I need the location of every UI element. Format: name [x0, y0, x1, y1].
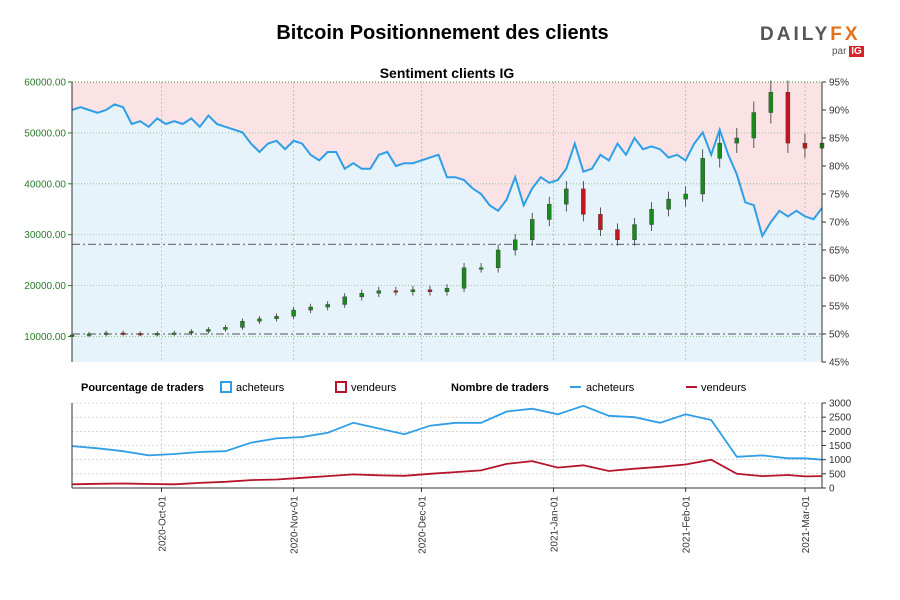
right-tick-label: 45% [829, 358, 849, 369]
candle-body [410, 289, 416, 292]
right-tick-label: 80% [829, 162, 849, 173]
date-tick-label: 2020-Nov-01 [290, 496, 301, 554]
candle-body [802, 142, 808, 149]
candle-body [683, 193, 688, 200]
candle-body [342, 296, 347, 305]
legend-sellers-box [335, 381, 347, 393]
logo-fx: FX [830, 24, 861, 45]
candle-body [172, 332, 177, 335]
right-tick-label: 85% [829, 134, 849, 145]
right-tick-label: 70% [829, 218, 849, 229]
left-tick-label: 60000.00 [24, 78, 66, 89]
candle-body [717, 142, 722, 159]
right-tick-label: 65% [829, 246, 849, 257]
count-tick-label: 500 [829, 469, 846, 480]
left-tick-label: 20000.00 [24, 281, 66, 292]
candle-body [376, 290, 382, 294]
right-tick-label: 90% [829, 106, 849, 117]
logo-daily: DAILY [760, 24, 831, 45]
candle-body [547, 203, 552, 220]
left-tick-label: 50000.00 [24, 128, 66, 139]
candle-body [189, 331, 194, 334]
legend-buyers-count: acheteurs [586, 382, 635, 394]
candle-body [257, 318, 262, 322]
candle-body [649, 209, 654, 225]
left-tick-label: 30000.00 [24, 230, 66, 241]
count-tick-label: 0 [829, 484, 835, 495]
candle-body [86, 333, 92, 336]
candle-body [308, 306, 313, 311]
date-tick-label: 2021-Feb-01 [682, 496, 693, 554]
candle-body [137, 333, 143, 336]
candle-body [240, 321, 245, 328]
right-tick-label: 55% [829, 302, 849, 313]
chart-title: Bitcoin Positionnement des clients [276, 22, 609, 44]
candle-body [768, 91, 774, 113]
candle-body [325, 304, 330, 308]
left-tick-label: 40000.00 [24, 179, 66, 190]
logo-par: par [832, 46, 847, 57]
candle-body [478, 267, 484, 270]
dailyfx-logo: DAILYFX par IG [760, 24, 870, 64]
candle-body [666, 198, 671, 210]
logo-wordmark: DAILYFX [760, 24, 861, 45]
candle-body [564, 188, 569, 205]
date-tick-label: 2021-Mar-01 [801, 496, 812, 554]
legend-buyers-pct: acheteurs [236, 382, 285, 394]
candle-body [274, 315, 279, 319]
count-tick-label: 2000 [829, 427, 852, 438]
candle-body [427, 289, 433, 292]
buyers-percent-line [71, 103, 823, 239]
logo-sub: par IG [832, 46, 864, 57]
sellers-area [72, 82, 822, 236]
right-tick-label: 60% [829, 274, 849, 285]
sellers-count-line [71, 458, 823, 486]
right-tick-label: 50% [829, 330, 849, 341]
candle-body [751, 112, 757, 139]
logo-ig: IG [849, 46, 864, 57]
date-tick-label: 2020-Dec-01 [417, 496, 428, 554]
candle-body [598, 214, 603, 230]
legend-pct-label: Pourcentage de traders [81, 382, 204, 394]
candle-body [103, 332, 109, 335]
left-tick-label: 10000.00 [24, 332, 66, 343]
candle-body [291, 309, 296, 317]
candle-body [223, 327, 228, 330]
candle-body [495, 249, 501, 269]
count-tick-label: 2500 [829, 413, 852, 424]
candle-body [734, 137, 739, 144]
candle-body [700, 158, 705, 195]
legend-sellers-count: vendeurs [701, 382, 747, 394]
candle-body [393, 290, 399, 293]
candle-body [581, 188, 586, 215]
legend-buyers-box [220, 381, 232, 393]
candle-body [632, 224, 637, 241]
candle-body [615, 229, 620, 241]
candle-body [155, 333, 160, 336]
candle-body [206, 329, 211, 332]
right-tick-label: 75% [829, 190, 849, 201]
candle-body [785, 91, 791, 144]
legend-sellers-pct: vendeurs [351, 382, 397, 394]
legend-count-label: Nombre de traders [451, 382, 549, 394]
subplot-title: Sentiment clients IG [380, 65, 515, 81]
candle-body [512, 239, 518, 251]
count-tick-label: 3000 [829, 399, 852, 410]
buyers-count-line [71, 404, 823, 461]
date-tick-label: 2021-Jan-01 [550, 496, 561, 553]
candle-body [444, 287, 450, 292]
count-tick-label: 1500 [829, 441, 852, 452]
buyers-area [72, 104, 822, 363]
candle-body [359, 293, 364, 298]
candle-body [120, 332, 126, 335]
right-tick-label: 95% [829, 78, 849, 89]
count-tick-label: 1000 [829, 455, 852, 466]
date-tick-label: 2020-Oct-01 [157, 496, 168, 552]
candle-body [461, 267, 467, 289]
candle-body [530, 219, 535, 241]
